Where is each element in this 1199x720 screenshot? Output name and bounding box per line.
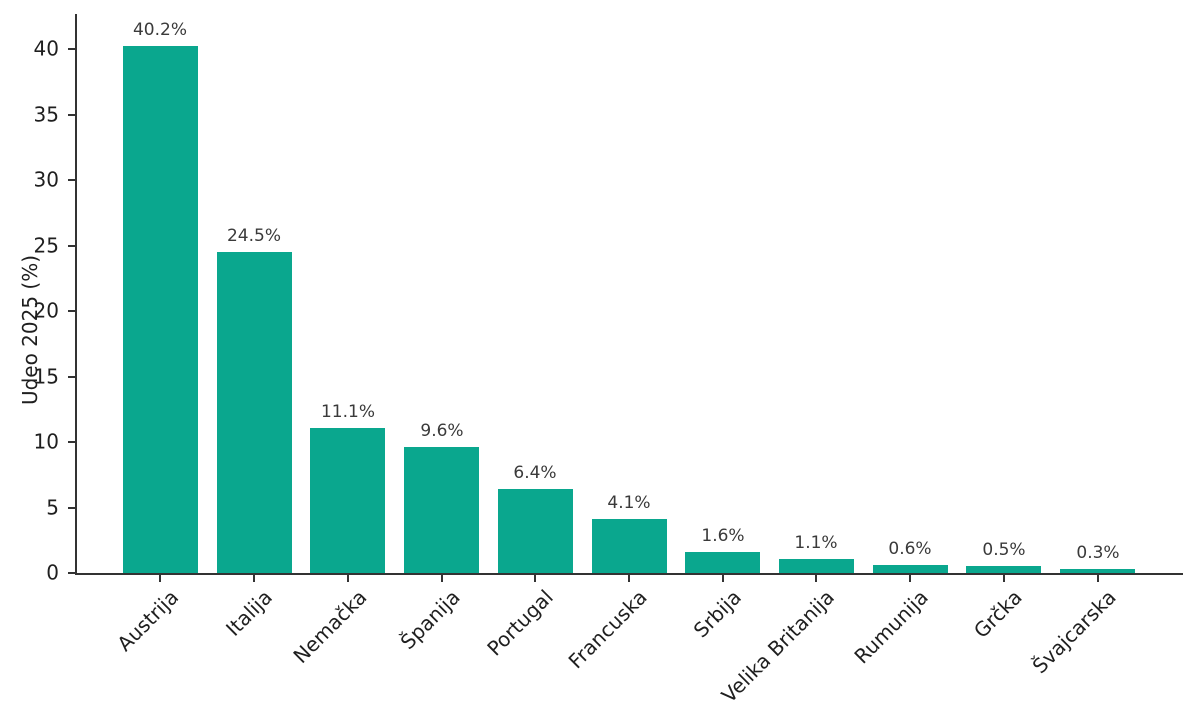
y-tick-label: 40 [33,36,59,61]
bar-value-label: 6.4% [513,463,557,483]
x-tick [628,575,630,582]
x-tick-label: Srbija [688,585,746,643]
y-tick-label: 30 [33,167,59,192]
x-tick-label: Španija [395,585,465,655]
bar-italija [217,252,292,573]
x-tick [1003,575,1005,582]
x-tick [347,575,349,582]
y-tick [68,310,75,312]
x-tick [441,575,443,582]
y-tick [68,376,75,378]
bar-francuska [592,519,667,573]
x-tick [159,575,161,582]
x-tick [534,575,536,582]
bar-value-label: 40.2% [132,20,187,40]
y-axis-spine [75,14,77,575]
x-tick [909,575,911,582]
x-tick-label: Rumunija [849,585,933,669]
bar-portugal [498,489,573,573]
y-tick [68,507,75,509]
x-tick-label: Nemačka [287,585,371,669]
y-tick [68,48,75,50]
bar-švajcarska [1060,569,1135,573]
x-tick-label: Švajcarska [1027,585,1121,679]
bar-srbija [685,552,760,573]
bar-rumunija [873,565,948,573]
bar-value-label: 0.3% [1076,543,1120,563]
y-tick [68,572,75,574]
bar-value-label: 4.1% [607,493,651,513]
x-tick-label: Austrija [112,585,183,656]
y-tick-label: 5 [46,495,59,520]
bar-value-label: 9.6% [420,421,464,441]
x-tick-label: Francuska [563,585,652,674]
bar-value-label: 24.5% [226,226,281,246]
x-tick [815,575,817,582]
y-tick-label: 35 [33,102,59,127]
y-tick [68,114,75,116]
bar-nemačka [310,428,385,573]
y-tick [68,179,75,181]
bar-value-label: 0.5% [982,540,1026,560]
bar-grčka [966,566,1041,573]
y-tick [68,245,75,247]
x-tick-label: Italija [221,585,277,641]
bar-velika-britanija [779,559,854,573]
x-tick-label: Portugal [482,585,558,661]
y-tick-label: 15 [33,364,59,389]
x-axis-spine [75,573,1183,575]
bar-value-label: 0.6% [888,539,932,559]
bar-value-label: 11.1% [320,402,375,422]
bar-value-label: 1.1% [794,533,838,553]
y-tick-label: 20 [33,298,59,323]
y-tick-label: 10 [33,429,59,454]
bar-austrija [123,46,198,573]
x-tick [253,575,255,582]
bar-španija [404,447,479,573]
y-tick [68,441,75,443]
x-tick [1097,575,1099,582]
x-tick [722,575,724,582]
bar-value-label: 1.6% [701,526,745,546]
y-tick-label: 25 [33,233,59,258]
y-tick-label: 0 [46,560,59,585]
x-tick-label: Grčka [969,585,1027,643]
